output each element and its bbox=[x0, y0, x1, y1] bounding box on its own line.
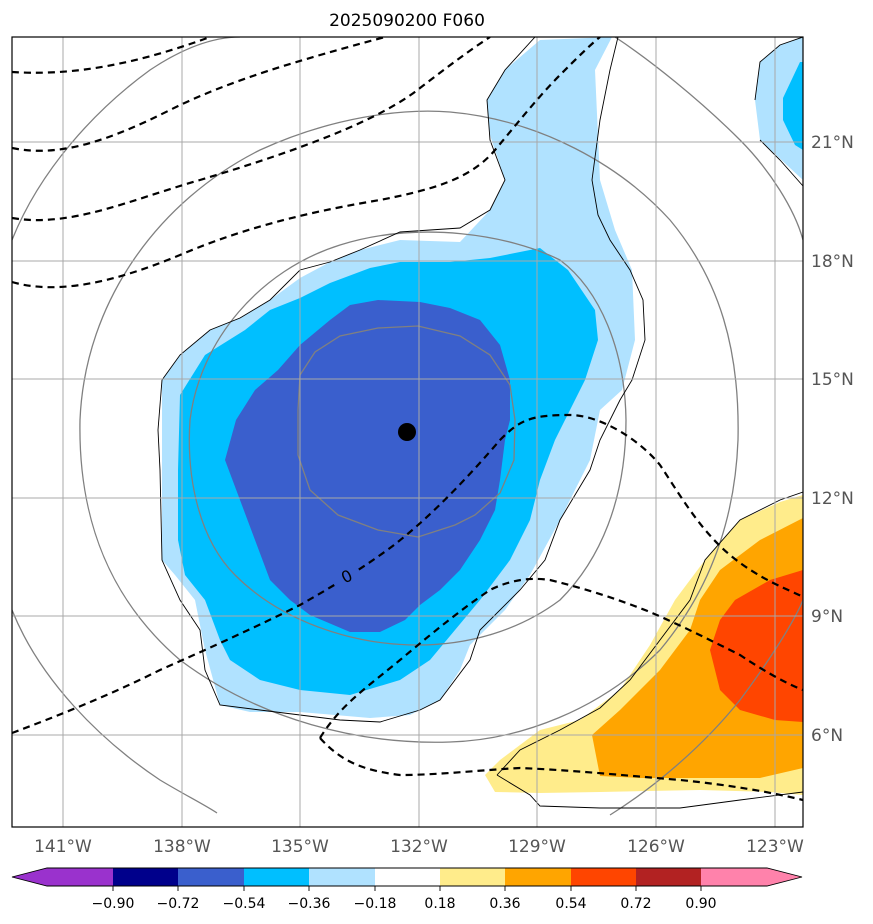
colorbar-outline bbox=[11, 867, 803, 887]
gridlines bbox=[12, 37, 803, 827]
map-area: 0 bbox=[12, 37, 803, 827]
lon-label: 123°W bbox=[746, 837, 804, 857]
fill-light-blue-ne bbox=[755, 37, 803, 180]
colorbar-segment bbox=[244, 868, 310, 886]
colorbar-segment bbox=[309, 868, 375, 886]
colorbar: −0.90 −0.72 −0.54 −0.36 −0.18 0.18 0.36 … bbox=[11, 867, 803, 912]
lat-label: 6°N bbox=[811, 726, 843, 746]
colorbar-tick-label: −0.72 bbox=[157, 896, 200, 912]
lat-label: 15°N bbox=[811, 370, 854, 390]
fill-sky-blue-ne bbox=[783, 62, 803, 150]
figure-title: 2025090200 F060 bbox=[329, 11, 485, 31]
lon-tick-labels: 141°W 138°W 135°W 132°W 129°W 126°W 123°… bbox=[34, 837, 804, 857]
colorbar-segment bbox=[113, 868, 179, 886]
colorbar-tick-label: 0.36 bbox=[489, 896, 520, 912]
lon-label: 126°W bbox=[627, 837, 685, 857]
colorbar-tick-label: −0.18 bbox=[354, 896, 397, 912]
lat-tick-labels: 21°N 18°N 15°N 12°N 9°N 6°N bbox=[811, 133, 854, 746]
lat-label: 21°N bbox=[811, 133, 854, 153]
lon-label: 129°W bbox=[508, 837, 566, 857]
colorbar-segment bbox=[178, 868, 244, 886]
black-contours bbox=[157, 37, 803, 809]
storm-center-marker bbox=[398, 423, 416, 441]
colorbar-segment bbox=[636, 868, 702, 886]
fill-orange bbox=[592, 518, 803, 778]
colorbar-segment bbox=[47, 868, 113, 886]
lon-label: 132°W bbox=[390, 837, 448, 857]
lat-label: 18°N bbox=[811, 252, 854, 272]
lon-label: 135°W bbox=[271, 837, 329, 857]
fill-royal-blue bbox=[225, 300, 510, 632]
lon-label: 138°W bbox=[153, 837, 211, 857]
colorbar-tick-label: −0.54 bbox=[223, 896, 266, 912]
dashed-contours bbox=[12, 37, 803, 802]
colorbar-over-arrow bbox=[767, 868, 802, 886]
colorbar-ticks bbox=[112, 886, 702, 891]
colorbar-tick-label: −0.90 bbox=[92, 896, 135, 912]
colorbar-under-arrow bbox=[12, 868, 47, 886]
lat-label: 9°N bbox=[811, 607, 843, 627]
colorbar-segment bbox=[571, 868, 637, 886]
colorbar-tick-label: 0.18 bbox=[424, 896, 455, 912]
lat-label: 12°N bbox=[811, 489, 854, 509]
colorbar-tick-label: 0.72 bbox=[620, 896, 651, 912]
colorbar-segment bbox=[505, 868, 571, 886]
colorbar-segment bbox=[701, 868, 767, 886]
gray-contours bbox=[12, 37, 803, 816]
lon-label: 141°W bbox=[34, 837, 92, 857]
colorbar-segment bbox=[375, 868, 441, 886]
fill-red-orange bbox=[710, 570, 803, 722]
colorbar-tick-label: 0.90 bbox=[685, 896, 716, 912]
map-frame bbox=[11, 36, 804, 828]
colorbar-tick-label: 0.54 bbox=[555, 896, 586, 912]
colorbar-segment bbox=[440, 868, 506, 886]
colorbar-tick-label: −0.36 bbox=[288, 896, 331, 912]
